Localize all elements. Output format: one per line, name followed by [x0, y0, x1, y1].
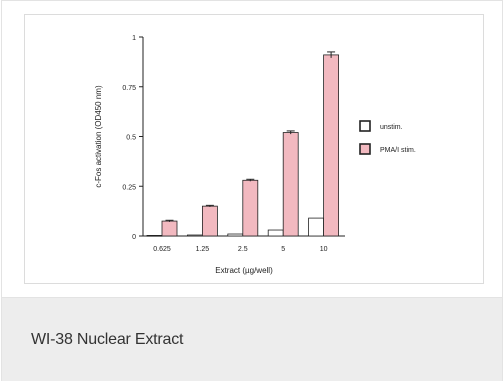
y-ticks: 0 0.25 0.5 0.75 1 — [122, 35, 143, 241]
bar-pma — [242, 179, 259, 237]
bar-pma — [201, 205, 218, 237]
y-axis-label: c-Fos activation (OD450 nm) — [94, 85, 103, 188]
bar-unstim — [267, 229, 284, 237]
legend-swatch-pma — [359, 143, 371, 155]
y-tick-label: 0.75 — [122, 85, 136, 92]
x-tick-label: 2.5 — [238, 246, 248, 253]
legend-swatch-unstim — [359, 120, 371, 132]
bar-pma — [282, 132, 299, 237]
caption-text: WI-38 Nuclear Extract — [31, 331, 184, 348]
bar-unstim — [308, 217, 325, 237]
legend-label: unstim. — [380, 124, 403, 131]
y-tick-label: 0.25 — [122, 184, 136, 191]
x-ticks: 0.625 1.25 2.5 5 10 — [153, 246, 327, 253]
bar-pma — [161, 220, 178, 237]
legend: unstim. PMA/I stim. — [359, 120, 416, 155]
legend-label: PMA/I stim. — [380, 147, 416, 154]
x-axis-label: Extract (µg/well) — [215, 266, 273, 275]
x-tick-label: 5 — [281, 246, 285, 253]
y-tick-label: 0 — [132, 234, 136, 241]
figure-area: 0 0.25 0.5 0.75 1 0.625 1.25 2.5 5 10 c-Fos acti… — [2, 1, 502, 297]
x-tick-label: 0.625 — [153, 246, 171, 253]
bar-pma — [323, 54, 340, 237]
bar-unstim — [227, 233, 244, 237]
x-tick-label: 1.25 — [196, 246, 210, 253]
bar-chart: 0 0.25 0.5 0.75 1 0.625 1.25 2.5 5 10 c-Fos acti… — [94, 35, 416, 275]
bar-unstim — [146, 235, 163, 237]
y-tick-label: 0.5 — [126, 135, 136, 142]
x-tick-label: 10 — [320, 246, 328, 253]
chart-frame: 0 0.25 0.5 0.75 1 0.625 1.25 2.5 5 10 c-Fos acti… — [24, 14, 484, 284]
bar-unstim — [186, 234, 203, 237]
y-tick-label: 1 — [132, 35, 136, 42]
caption-bar: WI-38 Nuclear Extract — [2, 297, 502, 381]
bars — [146, 51, 340, 237]
